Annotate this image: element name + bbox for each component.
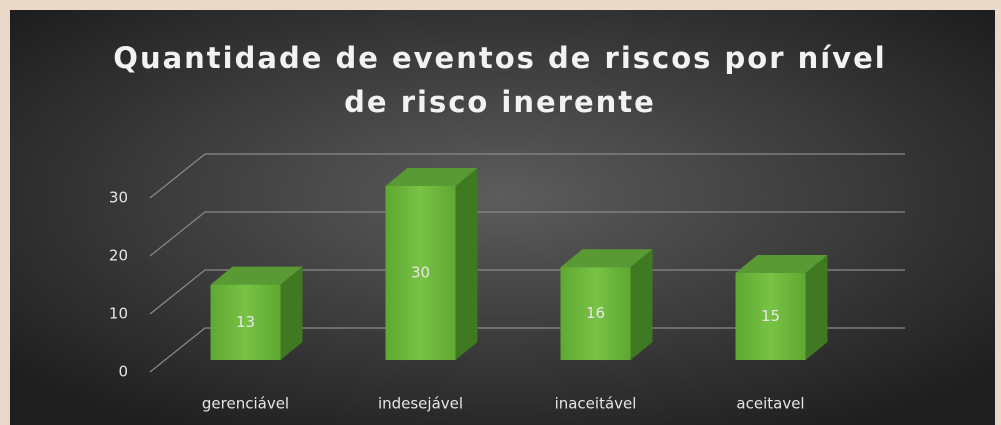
bar-front	[210, 284, 281, 360]
x-tick-label: aceitavel	[736, 395, 804, 413]
grid-line	[149, 153, 905, 199]
data-label: 16	[586, 304, 605, 322]
bar-front	[560, 267, 631, 360]
bar-front	[385, 186, 456, 360]
x-tick-label: inaceitável	[555, 395, 637, 413]
x-tick-label: gerenciável	[202, 395, 289, 413]
bar	[560, 249, 653, 360]
bar	[210, 266, 303, 360]
bar-top	[385, 168, 478, 186]
bar-side	[455, 168, 478, 360]
bar-front	[735, 273, 806, 360]
chart-title: Quantidade de eventos de riscos por níve…	[113, 41, 887, 119]
grid-line	[149, 211, 905, 257]
data-label: 13	[236, 313, 255, 331]
bar-side	[280, 266, 303, 360]
grid-line	[149, 269, 905, 315]
x-tick-label: indesejável	[378, 395, 463, 413]
y-tick-label: 30	[109, 189, 128, 207]
data-label: 30	[411, 264, 430, 282]
data-label: 15	[761, 307, 780, 325]
bar-top	[735, 255, 828, 273]
bar	[385, 168, 478, 360]
bar-top	[210, 266, 303, 285]
bar	[735, 255, 828, 360]
bar-side	[805, 255, 828, 360]
y-tick-label: 10	[109, 305, 128, 323]
y-tick-label: 20	[109, 247, 128, 265]
bar-top	[560, 249, 653, 268]
chart-background	[10, 10, 995, 425]
bar-side	[630, 249, 653, 360]
grid-line	[149, 327, 905, 373]
y-tick-label: 0	[118, 363, 128, 381]
